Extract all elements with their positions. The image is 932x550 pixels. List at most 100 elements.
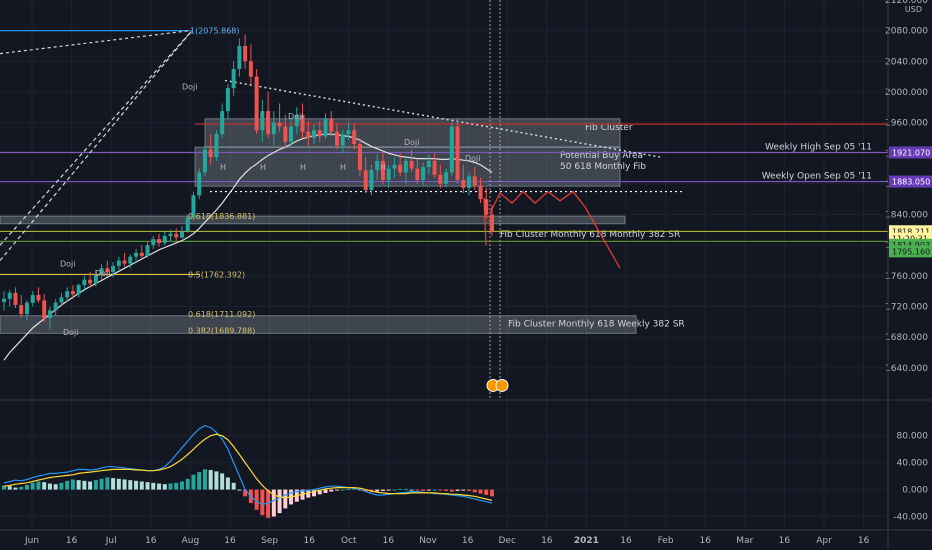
candle-body bbox=[134, 252, 139, 257]
time-tick-label: 16 bbox=[303, 536, 315, 546]
candle-body bbox=[168, 233, 173, 237]
time-tick-label: 16 bbox=[383, 536, 395, 546]
candle-body bbox=[93, 274, 98, 284]
currency-label: USD bbox=[905, 5, 922, 14]
candle-body bbox=[185, 217, 190, 232]
time-tick-label: Apr bbox=[816, 536, 832, 546]
macd-histogram-bar bbox=[134, 480, 139, 490]
candle-body bbox=[334, 131, 339, 146]
macd-histogram-bar bbox=[59, 482, 64, 490]
macd-histogram-bar bbox=[363, 489, 368, 492]
time-tick-label: 16 bbox=[699, 536, 711, 546]
candle-body bbox=[248, 61, 253, 77]
zone-label: Potential Buy Area bbox=[560, 151, 643, 161]
annotations-layer: 1(2075.868) 0.618(1836.881) 0.5(1762.392) 0… bbox=[60, 27, 509, 392]
macd-histogram-bar bbox=[243, 489, 248, 497]
candle-body bbox=[329, 118, 334, 132]
candle-body bbox=[70, 291, 75, 295]
candle-body bbox=[111, 265, 116, 273]
macd-histogram-bar bbox=[237, 489, 242, 491]
macd-histogram-bar bbox=[438, 489, 443, 491]
macd-histogram-bar bbox=[484, 489, 489, 495]
macd-histogram-bar bbox=[42, 482, 47, 490]
candle-body bbox=[461, 180, 466, 188]
price-tick-label: 1640.000 bbox=[885, 364, 928, 374]
price-badge-label: 1814.903 bbox=[892, 241, 930, 250]
macd-line bbox=[3, 424, 493, 506]
macd-histogram-bar bbox=[312, 489, 317, 497]
macd-histogram-bar bbox=[82, 480, 87, 490]
candle-body bbox=[220, 111, 225, 135]
candle-body bbox=[36, 295, 41, 301]
candle-body bbox=[105, 268, 110, 273]
macd-tick-label: 40.000 bbox=[897, 459, 929, 469]
macd-histogram-bar bbox=[375, 489, 380, 492]
trendline-1 bbox=[0, 30, 193, 246]
candle-body bbox=[398, 164, 403, 173]
macd-histogram-bar bbox=[403, 488, 408, 490]
price-tick-label: 2120.000 bbox=[885, 0, 928, 6]
candle-body bbox=[254, 76, 259, 131]
candle-body bbox=[47, 310, 52, 319]
candle-body bbox=[426, 160, 431, 168]
macd-histogram-bar bbox=[191, 474, 196, 490]
macd-histogram-bar bbox=[93, 480, 98, 490]
macd-histogram-bar bbox=[271, 489, 276, 517]
macd-histogram-bar bbox=[76, 480, 81, 490]
macd-histogram-bar bbox=[53, 484, 58, 490]
macd-histogram-bar bbox=[455, 489, 460, 491]
fib-label: 0.618(1836.881) bbox=[188, 212, 255, 221]
macd-histogram-bar bbox=[225, 477, 230, 490]
macd-histogram-bar bbox=[380, 489, 385, 491]
candle-body bbox=[76, 285, 81, 295]
macd-histogram-bar bbox=[139, 481, 144, 490]
macd-histogram-bar bbox=[306, 489, 311, 498]
candle-body bbox=[455, 126, 460, 181]
fib-label: 0.618(1711.092) bbox=[188, 310, 255, 319]
annotation-marker: H bbox=[260, 163, 266, 172]
candle-body bbox=[369, 170, 374, 191]
candle-body bbox=[403, 160, 408, 173]
candle-body bbox=[174, 233, 179, 238]
candle-body bbox=[82, 279, 87, 286]
macd-histogram-bar bbox=[467, 489, 472, 491]
zone-rect bbox=[194, 146, 621, 187]
macd-histogram-bar bbox=[329, 489, 334, 492]
candle-body bbox=[99, 268, 104, 275]
zone-rect bbox=[0, 315, 637, 334]
macd-histogram-bar bbox=[2, 485, 6, 490]
candle-body bbox=[386, 168, 391, 181]
price-badges-layer: 1921.0701883.0501818.21111:20:311814.903… bbox=[889, 146, 932, 258]
candle-body bbox=[375, 160, 380, 171]
macd-histogram-bar bbox=[162, 484, 167, 490]
macd-histogram-bar bbox=[157, 483, 162, 490]
time-tick-label: Sep bbox=[261, 536, 278, 546]
macd-histogram-bar bbox=[415, 489, 420, 491]
price-badge bbox=[889, 245, 932, 258]
candle-body bbox=[139, 252, 144, 256]
macd-histogram-bar bbox=[334, 489, 339, 491]
zone-label: 50 618 Monthly Fib bbox=[560, 162, 646, 172]
candle-body bbox=[151, 239, 156, 246]
event-marker-icon bbox=[495, 378, 509, 392]
candle-body bbox=[409, 160, 414, 169]
candle-body bbox=[432, 160, 437, 175]
macd-histogram-bar bbox=[174, 482, 179, 490]
price-tick-label: 2040.000 bbox=[885, 57, 928, 67]
price-badge-label: 1883.050 bbox=[892, 178, 930, 187]
annotation-marker: Doji bbox=[404, 138, 420, 147]
macd-histogram-bar bbox=[151, 482, 156, 490]
annotation-marker: Doji bbox=[465, 154, 481, 163]
zone-label: Fib Cluster bbox=[585, 123, 633, 133]
candle-body bbox=[467, 176, 472, 188]
annotation-marker: H bbox=[380, 163, 386, 172]
macd-histogram-bar bbox=[65, 480, 70, 490]
macd-histogram-bar bbox=[409, 489, 414, 491]
time-tick-label: Jul bbox=[105, 536, 117, 546]
macd-histogram-bar bbox=[128, 480, 133, 490]
macd-histogram-bar bbox=[398, 488, 403, 490]
candle-body bbox=[444, 172, 449, 184]
candle-body bbox=[59, 297, 64, 303]
